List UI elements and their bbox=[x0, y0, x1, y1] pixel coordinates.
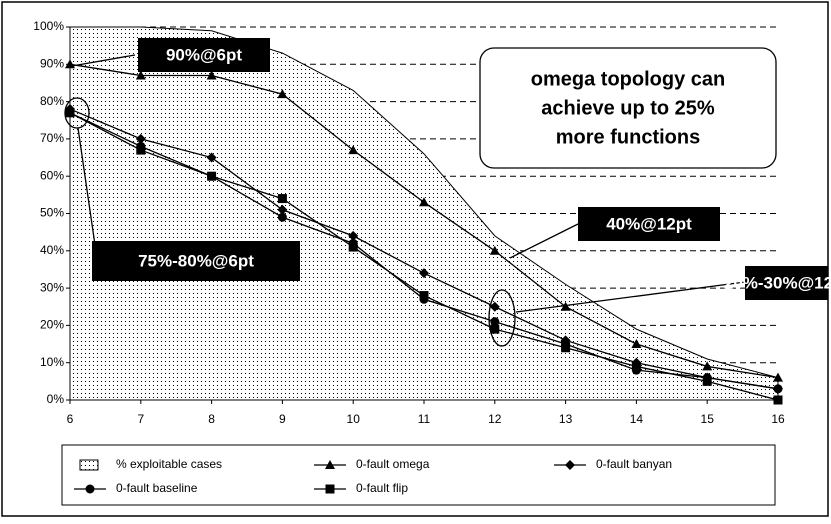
annotation: 90%@6pt bbox=[166, 45, 242, 64]
marker bbox=[702, 376, 712, 386]
marker bbox=[631, 339, 642, 349]
marker bbox=[490, 317, 500, 327]
marker bbox=[277, 212, 287, 222]
callout-text: omega topology can bbox=[531, 68, 725, 90]
marker bbox=[277, 204, 288, 215]
x-tick-label: 14 bbox=[630, 412, 644, 426]
y-tick-label: 0% bbox=[47, 392, 65, 406]
leader-line bbox=[71, 54, 136, 67]
marker bbox=[206, 152, 217, 163]
y-tick-label: 100% bbox=[33, 19, 64, 33]
leader-line bbox=[509, 223, 579, 259]
marker bbox=[325, 460, 335, 469]
marker bbox=[207, 171, 217, 181]
marker bbox=[490, 324, 500, 334]
legend-box bbox=[61, 444, 776, 506]
marker bbox=[489, 301, 500, 312]
x-tick-label: 11 bbox=[418, 412, 431, 426]
annotation-box bbox=[92, 241, 300, 281]
annotation: 40%@12pt bbox=[606, 214, 692, 233]
y-tick-label: 40% bbox=[40, 243, 64, 257]
marker bbox=[348, 242, 358, 252]
y-tick-label: 60% bbox=[40, 168, 64, 182]
marker bbox=[560, 301, 571, 311]
x-tick-label: 12 bbox=[488, 412, 502, 426]
legend-label: 0-fault baseline bbox=[116, 481, 198, 495]
marker bbox=[348, 145, 359, 155]
marker bbox=[206, 70, 217, 80]
marker bbox=[85, 484, 95, 494]
highlight-ellipse bbox=[488, 289, 516, 347]
x-tick-label: 16 bbox=[771, 412, 785, 426]
x-tick-label: 6 bbox=[67, 412, 74, 426]
annotation-box bbox=[745, 266, 828, 300]
y-tick-label: 30% bbox=[40, 280, 64, 294]
marker bbox=[419, 291, 429, 301]
marker bbox=[561, 343, 571, 353]
marker bbox=[419, 197, 429, 207]
marker bbox=[773, 384, 783, 394]
marker bbox=[489, 245, 500, 255]
y-tick-label: 50% bbox=[40, 206, 64, 220]
highlight-ellipse bbox=[64, 97, 90, 129]
x-tick-label: 9 bbox=[279, 412, 286, 426]
marker bbox=[631, 361, 641, 371]
leader-line bbox=[515, 281, 746, 313]
legend-swatch bbox=[79, 459, 99, 471]
y-tick-label: 80% bbox=[40, 94, 64, 108]
marker bbox=[135, 70, 146, 80]
marker bbox=[277, 89, 288, 99]
y-tick-label: 90% bbox=[40, 56, 64, 70]
marker bbox=[277, 194, 287, 204]
legend-label: 0-fault banyan bbox=[596, 457, 672, 471]
leader-line bbox=[77, 127, 96, 246]
x-tick-label: 13 bbox=[559, 412, 573, 426]
marker bbox=[136, 145, 146, 155]
y-tick-label: 10% bbox=[40, 355, 64, 369]
callout-text: more functions bbox=[556, 126, 700, 148]
marker bbox=[702, 361, 713, 371]
annotation-box bbox=[578, 207, 720, 241]
y-tick-label: 20% bbox=[40, 318, 64, 332]
marker bbox=[565, 460, 575, 470]
callout-box bbox=[479, 47, 777, 169]
annotation: 20%-30%@12pt bbox=[724, 273, 831, 292]
marker bbox=[135, 133, 146, 144]
marker bbox=[419, 268, 429, 279]
legend-label: 0-fault flip bbox=[356, 481, 408, 495]
callout-text: achieve up to 25% bbox=[541, 97, 715, 119]
marker bbox=[348, 230, 359, 241]
y-tick-label: 70% bbox=[40, 131, 64, 145]
x-tick-label: 10 bbox=[347, 412, 361, 426]
x-tick-label: 8 bbox=[208, 412, 215, 426]
marker bbox=[325, 484, 335, 494]
annotation-box bbox=[138, 38, 270, 72]
legend-label: 0-fault omega bbox=[356, 457, 430, 471]
marker bbox=[773, 372, 783, 382]
legend-label: % exploitable cases bbox=[116, 457, 222, 471]
annotation: 75%-80%@6pt bbox=[138, 251, 254, 270]
x-tick-label: 15 bbox=[701, 412, 715, 426]
x-tick-label: 7 bbox=[137, 412, 144, 426]
